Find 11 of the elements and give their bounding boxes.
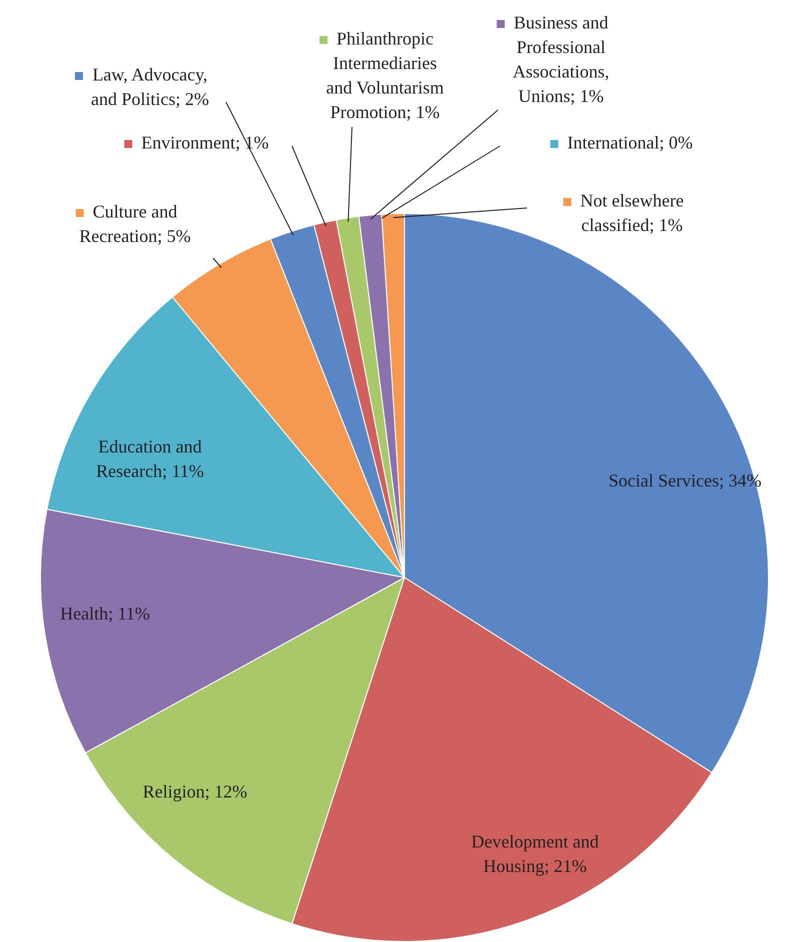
legend-label: Environment; 1% bbox=[141, 132, 269, 153]
legend-label: International; 0% bbox=[567, 132, 693, 153]
legend-label: Culture and Recreation; 5% bbox=[79, 202, 191, 246]
legend-label: Health; 11% bbox=[60, 604, 150, 624]
slice-label: Education and Research; 11% bbox=[96, 436, 204, 482]
slice-label: Religion; 12% bbox=[142, 782, 248, 802]
legend-label: Philanthropic Intermediaries and Voluntarism Promotion; 1% bbox=[326, 28, 444, 122]
legend-label: Not elsewhere classified; 1% bbox=[580, 190, 684, 236]
legend-label: Business and Professional Associations, Unions; 1% bbox=[512, 12, 610, 106]
slice-label: Development and Housing; 21% bbox=[471, 832, 599, 876]
legend-label: Law, Advocacy, and Politics; 2% bbox=[91, 64, 209, 110]
